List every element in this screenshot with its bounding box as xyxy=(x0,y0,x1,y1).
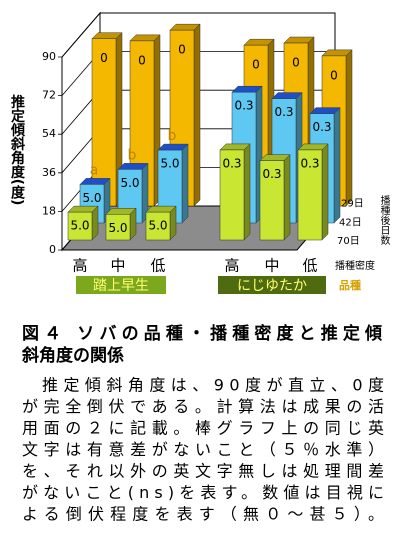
bar-side xyxy=(181,143,189,224)
bar-group: 0.3 xyxy=(259,154,291,241)
bar xyxy=(105,214,131,241)
x-tick-label: 高 xyxy=(224,257,239,275)
bar-label: 5.0 xyxy=(82,191,101,205)
bar-group: 5.0 xyxy=(105,207,137,241)
x-tick-label: 低 xyxy=(150,257,165,275)
caption-body: よる倒伏程度を表す（無０～甚５）。 xyxy=(22,505,384,524)
group-box xyxy=(76,276,166,294)
group-label: にじゆたか xyxy=(237,278,307,294)
bar xyxy=(67,211,93,241)
bar-label: 0 xyxy=(100,51,108,65)
grid-line xyxy=(58,51,335,96)
category-axis-title: 播種密度 xyxy=(335,259,375,272)
y-tick-label: 18 xyxy=(42,204,56,217)
bar-label: 0.3 xyxy=(312,120,331,134)
depth-tick-label: 29日 xyxy=(341,199,364,210)
bar-label: 5.0 xyxy=(120,176,139,190)
bar-side xyxy=(333,107,341,224)
bar-side xyxy=(193,23,201,207)
bar-label: 0.3 xyxy=(274,105,293,119)
bar-side xyxy=(283,154,291,241)
bar-label: 5.0 xyxy=(70,219,89,233)
bar-group: 5.0 xyxy=(145,205,177,241)
y-tick-label: 72 xyxy=(42,89,56,102)
y-tick-label: 90 xyxy=(42,50,56,63)
bar-group: 0.3 xyxy=(219,143,251,241)
caption-title: 斜角度の関係 xyxy=(21,345,124,366)
group-axis-title: 品種 xyxy=(339,278,361,292)
bar-label: 0 xyxy=(330,68,338,82)
bar-side xyxy=(345,49,353,207)
y-tick-label: 54 xyxy=(42,127,56,140)
depth-tick-label: 42日 xyxy=(339,217,362,228)
x-tick-label: 高 xyxy=(72,257,87,275)
caption-body: 文字は有意差がないこと（５％水準） xyxy=(22,440,384,459)
caption-body: 用面の２に記載。棒グラフ上の同じ英 xyxy=(22,419,384,438)
group-label: 踏上早生 xyxy=(93,278,149,294)
grid-line xyxy=(58,128,335,174)
depth-tick-label: 70日 xyxy=(337,236,360,247)
bar-label: 0 xyxy=(252,58,260,72)
significance-letter: b xyxy=(128,147,137,163)
bar xyxy=(219,149,245,241)
caption-body: を、それ以外の英文字無しは処理間差 xyxy=(22,462,384,481)
bar xyxy=(259,160,285,241)
x-tick-label: 中 xyxy=(264,257,279,275)
group-box xyxy=(218,276,326,294)
bar-label: 0.3 xyxy=(300,156,319,170)
caption-body: 推定傾斜角度は、90度が直立、0度 xyxy=(42,376,384,395)
bar-label: 0.3 xyxy=(262,167,281,181)
significance-letter: b xyxy=(168,128,177,144)
bar xyxy=(297,149,323,241)
y-axis-title: 推定傾斜角度(度) xyxy=(9,94,26,205)
bar-label: 5.0 xyxy=(108,221,127,235)
bar-side xyxy=(321,143,329,241)
caption-title: 図４ ソバの品種・播種密度と推定傾 xyxy=(22,323,383,344)
y-tick-label: 36 xyxy=(42,166,56,179)
x-tick-label: 低 xyxy=(302,257,317,275)
caption-body: が完全倒伏である。計算法は成果の活 xyxy=(22,397,384,416)
bar-group: 0 xyxy=(91,32,123,207)
bar xyxy=(91,38,117,207)
y-tick-label: 0 xyxy=(49,243,56,256)
significance-letter: a xyxy=(90,162,99,178)
caption-body: がないこと(ns)を表す。数値は目視に xyxy=(22,483,384,502)
x-tick-label: 中 xyxy=(110,257,125,275)
bar-group: 5.0 xyxy=(67,205,99,241)
grid-line xyxy=(58,89,335,135)
bar-label: 5.0 xyxy=(148,219,167,233)
bar xyxy=(145,211,171,241)
bar-label: 0 xyxy=(178,43,186,57)
bar-label: 0 xyxy=(138,53,146,67)
depth-axis-title: 播種後日数 xyxy=(378,194,390,246)
grid-line xyxy=(58,12,335,58)
bar-label: 5.0 xyxy=(160,157,179,171)
bar-side xyxy=(243,143,251,241)
bar-group: 0.3 xyxy=(297,143,329,241)
bar-label: 0.3 xyxy=(234,99,253,113)
bar-label: 0 xyxy=(292,56,300,70)
bar-label: 0.3 xyxy=(222,156,241,170)
